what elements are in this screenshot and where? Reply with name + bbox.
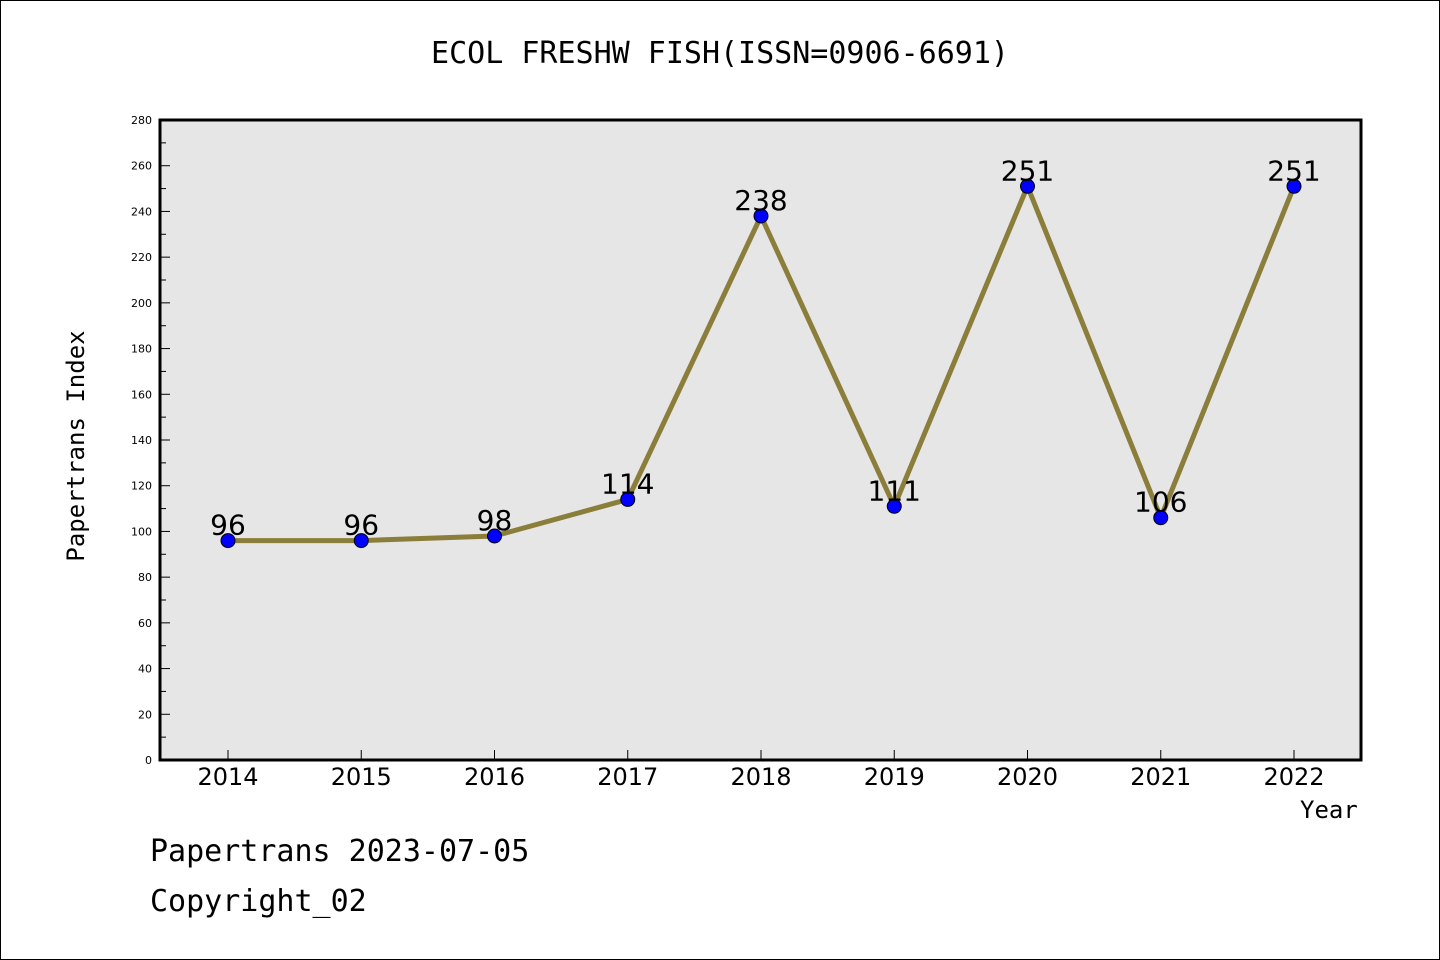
x-tick-label: 2016 — [464, 763, 525, 791]
footer-copyright: Copyright_02 — [150, 884, 367, 919]
y-tick-label: 100 — [131, 525, 152, 538]
y-axis-label: Papertrans Index — [62, 330, 90, 562]
data-label: 98 — [477, 504, 513, 537]
x-tick-label: 2015 — [331, 763, 392, 791]
y-tick-label: 280 — [131, 114, 152, 127]
x-tick-label: 2018 — [730, 763, 791, 791]
data-label: 96 — [343, 509, 379, 542]
data-point — [753, 208, 769, 224]
footer-date: Papertrans 2023-07-05 — [150, 834, 530, 869]
y-tick-label: 220 — [131, 251, 152, 264]
plot-border — [158, 118, 1363, 762]
y-tick-label: 260 — [131, 160, 152, 173]
y-tick-label: 20 — [138, 708, 152, 721]
x-tick-label: 2014 — [197, 763, 258, 791]
data-point — [220, 533, 236, 549]
data-label: 114 — [601, 467, 654, 500]
data-label: 251 — [1267, 154, 1320, 187]
x-tick-label: 2021 — [1130, 763, 1191, 791]
series-papertrans-index: 96 96 98 114 238 111 251 106 251 — [210, 154, 1321, 549]
y-tick-label: 80 — [138, 571, 152, 584]
data-point — [1020, 178, 1035, 194]
data-point — [1153, 510, 1169, 526]
data-label: 251 — [1001, 154, 1054, 187]
y-tick-label: 60 — [138, 617, 152, 630]
x-axis-label: Year — [1300, 796, 1358, 824]
data-label: 96 — [210, 509, 246, 542]
data-point — [353, 533, 369, 549]
y-tick-label: 200 — [131, 297, 152, 310]
data-point — [886, 498, 902, 514]
y-tick-label: 120 — [131, 480, 152, 493]
data-label: 238 — [734, 184, 787, 217]
data-label: 111 — [868, 474, 921, 507]
data-label: 106 — [1134, 486, 1187, 519]
data-point — [487, 528, 502, 544]
x-tick-label: 2020 — [997, 763, 1058, 791]
y-tick-label: 160 — [131, 388, 152, 401]
x-axis: 2014 2015 2016 2017 2018 2019 2020 2021 2022 — [197, 750, 1325, 791]
y-tick-label: 140 — [131, 434, 152, 447]
x-tick-label: 2017 — [597, 763, 658, 791]
x-tick-label: 2019 — [864, 763, 925, 791]
data-point — [620, 491, 636, 507]
data-point — [1286, 178, 1302, 194]
x-tick-label: 2022 — [1263, 763, 1324, 791]
plot-area — [160, 120, 1361, 760]
y-tick-label: 40 — [138, 663, 152, 676]
chart-title: ECOL FRESHW FISH(ISSN=0906-6691) — [431, 36, 1009, 71]
y-tick-label: 240 — [131, 205, 152, 218]
y-tick-label: 180 — [131, 343, 152, 356]
y-tick-label: 0 — [145, 754, 152, 767]
